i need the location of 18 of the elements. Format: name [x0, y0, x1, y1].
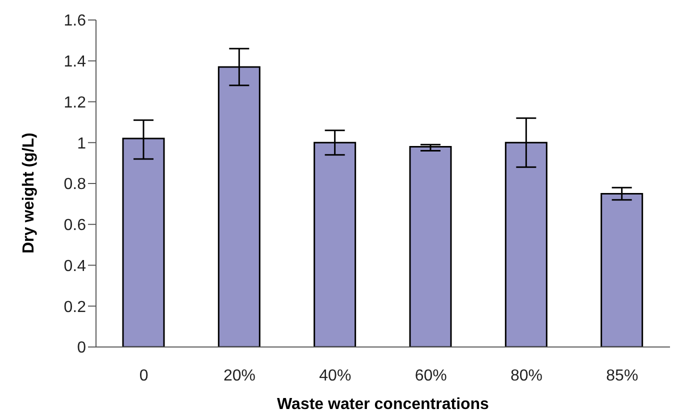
y-axis-title: Dry weight (g/L)	[20, 132, 38, 254]
x-axis-title: Waste water concentrations	[277, 396, 490, 413]
y-tick-label: 0.4	[64, 258, 86, 275]
x-tick-label: 0	[139, 367, 148, 384]
y-tick-label: 1.2	[64, 94, 86, 112]
y-tick-label: 0.2	[64, 298, 86, 316]
x-tick-label: 85%	[606, 367, 638, 384]
x-tick-label: 20%	[223, 367, 256, 384]
y-tick-label: 1.4	[64, 54, 86, 71]
y-tick-label: 0.6	[64, 217, 86, 234]
y-tick-label: 0.8	[64, 176, 86, 194]
y-tick-label: 0	[77, 340, 86, 357]
x-tick-label: 60%	[414, 367, 447, 384]
y-tick-label: 1.6	[64, 12, 86, 30]
x-tick-label: 40%	[319, 367, 352, 384]
x-tick-label: 80%	[510, 367, 543, 384]
y-tick-label: 1	[77, 135, 86, 152]
bar	[409, 146, 452, 347]
